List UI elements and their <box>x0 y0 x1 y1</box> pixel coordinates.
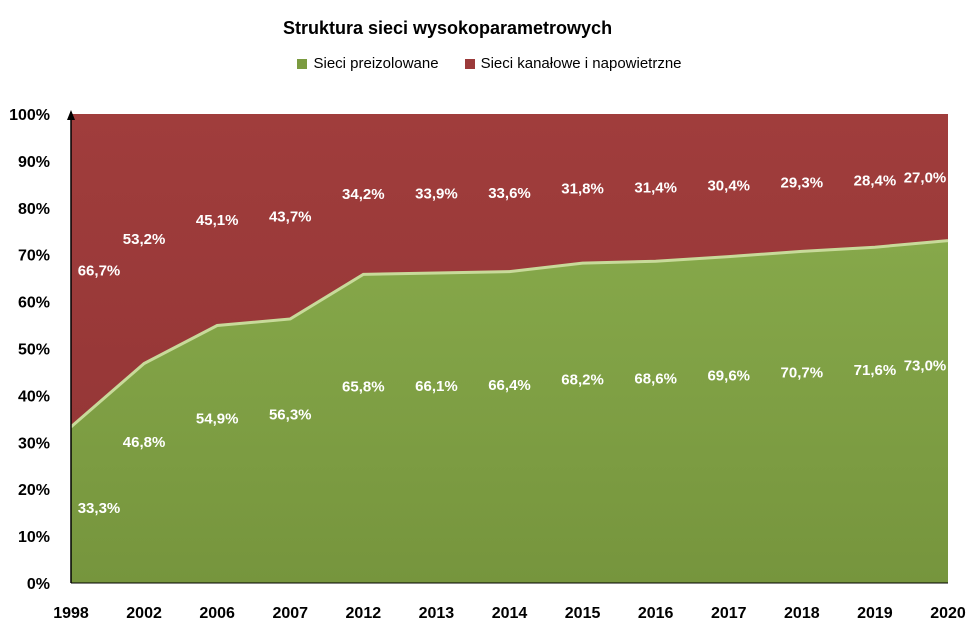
chart-title: Struktura sieci wysokoparametrowych <box>282 18 613 38</box>
legend-label-channel: Sieci kanałowe i napowietrzne <box>480 55 682 72</box>
data-label-channel-overhead: 28,4% <box>854 173 897 190</box>
data-label-preinsulated: 73,0% <box>904 358 947 375</box>
data-label-preinsulated: 56,3% <box>269 406 312 423</box>
legend-label-preinsulated: Sieci preizolowane <box>313 55 439 72</box>
data-label-channel-overhead: 43,7% <box>269 208 312 225</box>
data-label-channel-overhead: 29,3% <box>781 175 824 192</box>
data-label-preinsulated: 68,2% <box>561 372 604 389</box>
y-tick-label: 30% <box>18 435 50 452</box>
y-tick-label: 10% <box>18 529 50 546</box>
x-tick-label: 2016 <box>638 605 674 622</box>
data-label-channel-overhead: 34,2% <box>342 186 385 203</box>
data-label-preinsulated: 65,8% <box>342 379 385 396</box>
data-label-preinsulated: 70,7% <box>781 364 824 381</box>
y-tick-label: 60% <box>18 295 50 312</box>
legend-item-channel: Sieci kanałowe i napowietrzne <box>464 55 682 72</box>
y-tick-label: 40% <box>18 388 50 405</box>
data-label-preinsulated: 66,1% <box>415 378 458 395</box>
x-tick-label: 2013 <box>419 605 455 622</box>
y-tick-label: 20% <box>18 482 50 499</box>
legend: Sieci preizolowane Sieci kanałowe i napo… <box>0 55 979 72</box>
area-preinsulated <box>71 240 948 583</box>
y-tick-label: 80% <box>18 201 50 218</box>
data-label-channel-overhead: 33,9% <box>415 185 458 202</box>
data-label-channel-overhead: 66,7% <box>78 262 121 279</box>
data-label-channel-overhead: 45,1% <box>196 212 239 229</box>
data-label-preinsulated: 71,6% <box>854 362 897 379</box>
y-tick-label: 100% <box>9 107 50 124</box>
data-label-preinsulated: 69,6% <box>707 368 750 385</box>
data-label-preinsulated: 54,9% <box>196 410 239 427</box>
data-label-channel-overhead: 33,6% <box>488 185 531 202</box>
data-label-preinsulated: 66,4% <box>488 377 531 394</box>
y-axis-arrow <box>67 110 75 120</box>
data-label-channel-overhead: 31,4% <box>634 180 677 197</box>
data-label-preinsulated: 33,3% <box>78 500 121 517</box>
y-tick-label: 90% <box>18 154 50 171</box>
data-label-channel-overhead: 53,2% <box>123 231 166 248</box>
legend-swatch-preinsulated <box>297 58 308 69</box>
x-tick-label: 2012 <box>346 605 382 622</box>
x-tick-label: 2017 <box>711 605 747 622</box>
x-tick-label: 2020 <box>930 605 966 622</box>
data-label-channel-overhead: 30,4% <box>707 177 750 194</box>
x-tick-label: 1998 <box>53 605 89 622</box>
x-tick-label: 2018 <box>784 605 820 622</box>
x-tick-label: 2019 <box>857 605 893 622</box>
data-label-channel-overhead: 27,0% <box>904 169 947 186</box>
area-boundary-line <box>70 239 949 428</box>
x-tick-label: 2002 <box>126 605 162 622</box>
x-tick-label: 2014 <box>492 605 528 622</box>
y-tick-label: 70% <box>18 248 50 265</box>
legend-item-preinsulated: Sieci preizolowane <box>297 55 439 72</box>
legend-swatch-channel <box>464 58 475 69</box>
data-label-preinsulated: 68,6% <box>634 371 677 388</box>
y-tick-label: 50% <box>18 342 50 359</box>
x-tick-label: 2015 <box>565 605 601 622</box>
y-tick-label: 0% <box>27 576 50 593</box>
data-label-preinsulated: 46,8% <box>123 434 166 451</box>
x-tick-label: 2006 <box>199 605 235 622</box>
x-tick-label: 2007 <box>272 605 308 622</box>
data-label-channel-overhead: 31,8% <box>561 181 604 198</box>
